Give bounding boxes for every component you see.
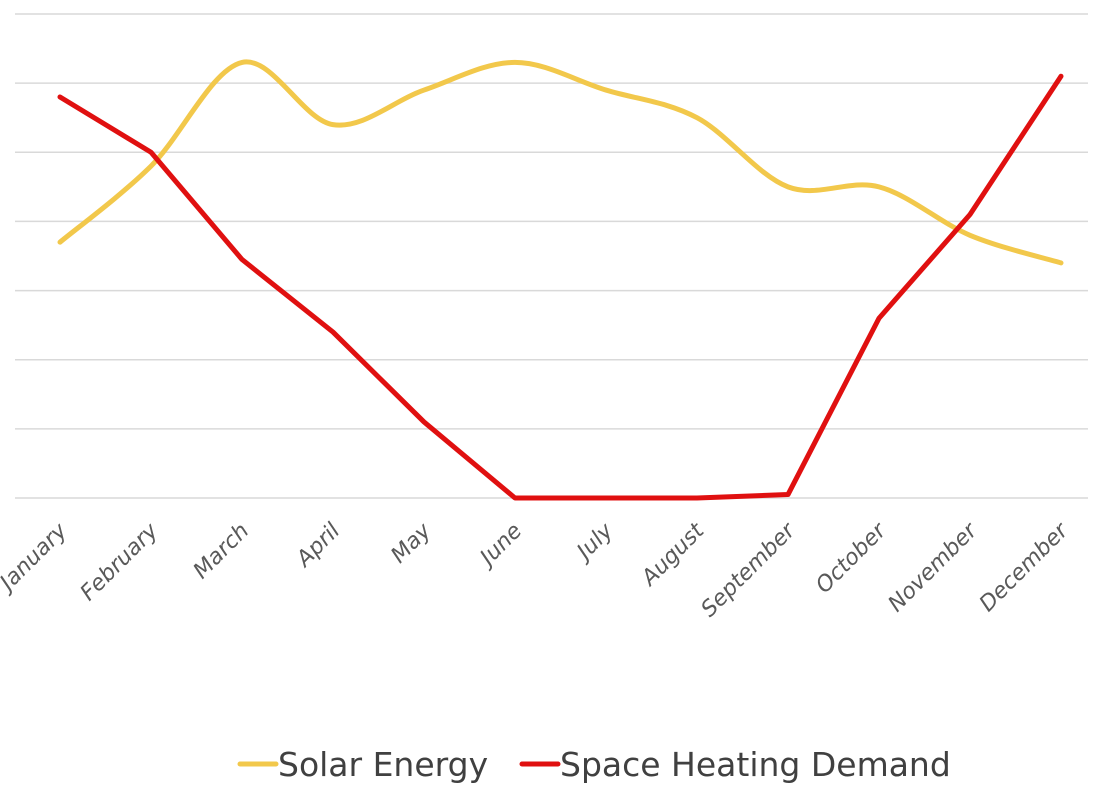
x-tick-label-march: March: [189, 519, 254, 584]
x-tick-label-may: May: [386, 518, 437, 569]
x-tick-label-june: June: [473, 519, 527, 573]
x-tick-label-august: August: [636, 518, 711, 593]
legend-label-solar-energy: Solar Energy: [278, 745, 488, 784]
x-tick-label-july: July: [570, 518, 619, 567]
x-axis-tick-labels: January February March April May June July Augu…: [0, 517, 1075, 622]
x-tick-label-september: September: [697, 517, 802, 622]
x-tick-label-october: October: [811, 517, 892, 598]
x-tick-label-december: December: [975, 517, 1075, 617]
series-layer: [57, 59, 1064, 501]
legend-label-space-heating-demand: Space Heating Demand: [560, 745, 951, 784]
x-tick-label-november: November: [884, 517, 984, 617]
series-line-solar-energy: [57, 59, 1064, 266]
x-tick-label-january: January: [0, 518, 73, 598]
grid-layer: [15, 13, 1088, 499]
x-tick-label-april: April: [291, 519, 346, 574]
legend: Solar Energy Space Heating Demand: [237, 745, 951, 784]
series-line-space-heating-demand: [57, 73, 1064, 501]
x-tick-label-february: February: [76, 518, 164, 606]
